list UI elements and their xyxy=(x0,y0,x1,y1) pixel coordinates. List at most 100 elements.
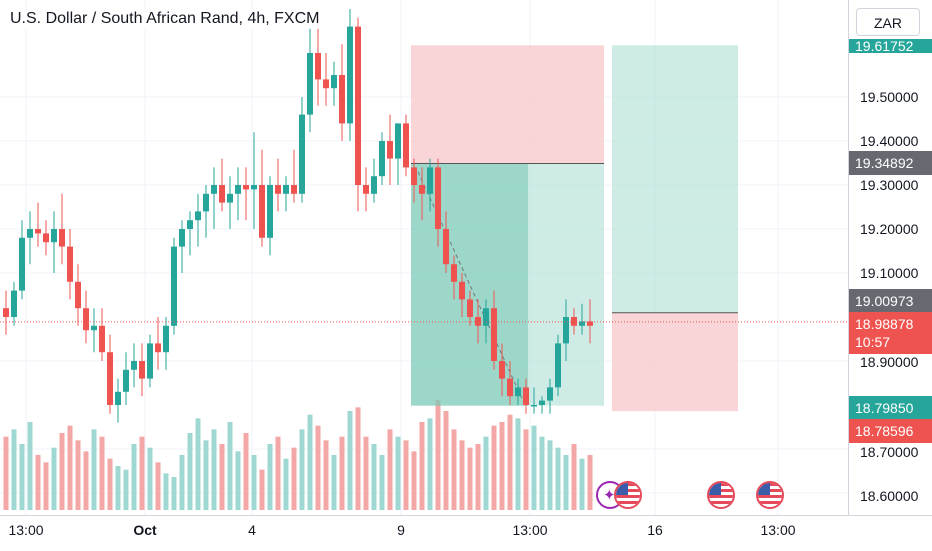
candle-body xyxy=(459,281,465,300)
candle-body xyxy=(259,185,265,238)
volume-bar xyxy=(299,429,305,510)
time-label: 13:00 xyxy=(512,522,548,538)
candle-body xyxy=(19,237,25,291)
volume-bar xyxy=(131,444,137,510)
volume-bar xyxy=(427,418,433,510)
position-price-badge: 19.00973 xyxy=(849,289,932,313)
second-profit-zone xyxy=(612,45,738,313)
candle-body xyxy=(499,361,505,379)
us-flag-icon[interactable] xyxy=(614,481,642,509)
volume-bar xyxy=(267,444,273,510)
candle-body xyxy=(91,325,97,331)
volume-bar xyxy=(59,433,65,510)
take-profit-badge: 18.79850 xyxy=(849,396,932,420)
candle-body xyxy=(547,387,553,401)
candle-body xyxy=(307,53,313,115)
volume-bar xyxy=(379,455,385,510)
volume-bar xyxy=(35,455,41,510)
candle-body xyxy=(579,321,585,326)
candle-body xyxy=(419,185,425,194)
candle-body xyxy=(283,185,289,194)
volume-bar xyxy=(315,425,321,510)
volume-bar xyxy=(531,425,537,510)
candle-body xyxy=(371,176,377,194)
volume-bar xyxy=(203,440,209,510)
candle-body xyxy=(275,185,281,194)
volume-bar xyxy=(243,433,249,510)
candle-body xyxy=(555,343,561,388)
stop-loss-zone xyxy=(411,45,604,164)
time-label: 4 xyxy=(248,522,256,538)
volume-bar xyxy=(83,451,89,510)
time-axis[interactable] xyxy=(0,515,932,551)
volume-bar xyxy=(283,458,289,510)
candle-body xyxy=(571,317,577,326)
volume-bar xyxy=(395,436,401,510)
price-tick: 18.90000 xyxy=(860,354,919,370)
price-tick: 18.60000 xyxy=(860,488,919,504)
volume-bar xyxy=(339,436,345,510)
volume-bar xyxy=(475,444,481,510)
time-label-month: Oct xyxy=(133,522,157,538)
candle-body xyxy=(355,26,361,185)
take-profit-zone xyxy=(411,163,604,406)
volume-bar xyxy=(323,440,329,510)
candle-body xyxy=(443,229,449,265)
price-tick: 19.20000 xyxy=(860,221,919,237)
volume-bar xyxy=(67,425,73,510)
candle-body xyxy=(339,75,345,124)
volume-bar xyxy=(587,455,593,510)
candle-body xyxy=(331,75,337,89)
us-flag-icon[interactable] xyxy=(756,481,784,509)
candle-body xyxy=(467,299,473,317)
volume-bar xyxy=(387,429,393,510)
candle-body xyxy=(315,53,321,80)
candle-body xyxy=(515,387,521,397)
candle-body xyxy=(75,281,81,309)
candle-body xyxy=(35,229,41,234)
candle-body xyxy=(403,123,409,168)
volume-bar xyxy=(43,462,49,510)
candle-body xyxy=(171,246,177,326)
candle-body xyxy=(67,246,73,282)
volume-bar xyxy=(171,477,177,510)
volume-bar xyxy=(251,455,257,510)
volume-bar xyxy=(355,407,361,510)
volume-bar xyxy=(515,418,521,510)
candle-body xyxy=(139,361,145,379)
volume-bar xyxy=(411,451,417,510)
candle-body xyxy=(411,167,417,185)
volume-bar xyxy=(331,455,337,510)
volume-bar xyxy=(155,462,161,510)
currency-button[interactable]: ZAR xyxy=(856,8,920,36)
candle-body xyxy=(43,233,49,243)
volume-bar xyxy=(499,422,505,510)
price-tick: 19.40000 xyxy=(860,133,919,149)
volume-bar xyxy=(115,466,121,510)
entry-price-badge: 19.34892 xyxy=(849,151,932,175)
volume-bar xyxy=(27,422,33,510)
volume-bar xyxy=(403,440,409,510)
volume-bar xyxy=(139,436,145,510)
candle-body xyxy=(435,167,441,229)
candle-body xyxy=(267,185,273,238)
time-label: 13:00 xyxy=(760,522,796,538)
candle-body xyxy=(243,185,249,190)
price-chart[interactable] xyxy=(0,0,848,515)
second-stop-zone xyxy=(612,312,738,412)
stop-level-badge: 18.78596 xyxy=(849,419,932,443)
candle-body xyxy=(107,352,113,405)
volume-bar xyxy=(107,458,113,510)
candle-body xyxy=(155,343,161,353)
candle-body xyxy=(59,229,65,247)
volume-bar xyxy=(347,411,353,510)
us-flag-icon[interactable] xyxy=(707,481,735,509)
volume-bar xyxy=(507,414,513,510)
volume-bar xyxy=(419,422,425,510)
candle-body xyxy=(187,220,193,229)
volume-bar xyxy=(259,469,265,510)
volume-bar xyxy=(539,436,545,510)
chart-area[interactable]: U.S. Dollar / South African Rand, 4h, FX… xyxy=(0,0,848,515)
candle-body xyxy=(27,229,33,238)
volume-bar xyxy=(547,440,553,510)
